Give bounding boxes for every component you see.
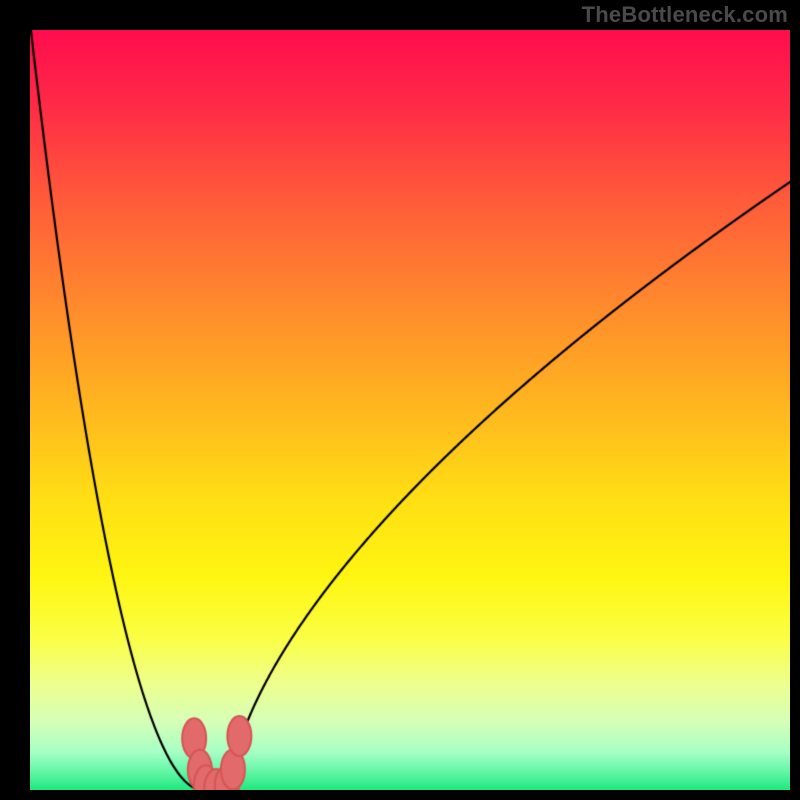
chart-root: TheBottleneck.com [0,0,800,800]
plot-area [30,30,790,790]
watermark-text: TheBottleneck.com [582,2,788,28]
chart-canvas [30,30,790,790]
